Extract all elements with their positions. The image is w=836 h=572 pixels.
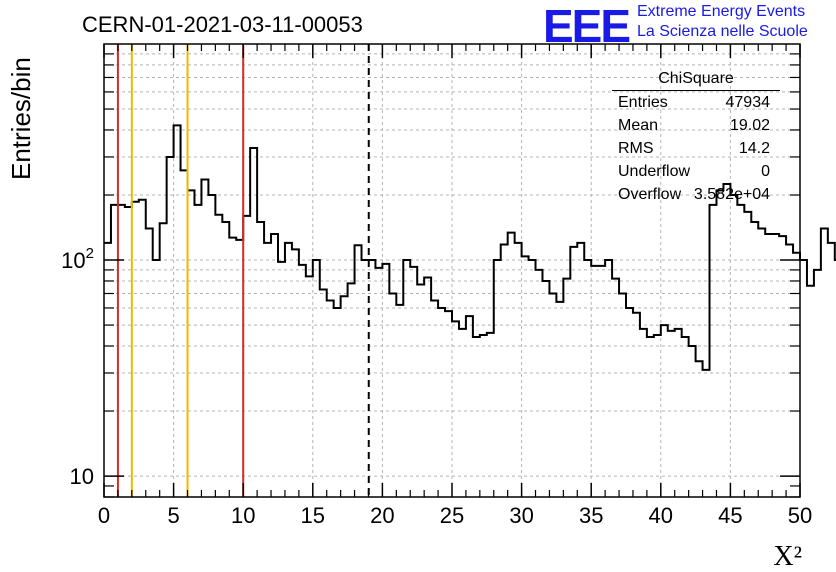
x-tick-label: 5 (167, 503, 179, 528)
stat-row-rms: RMS 14.2 (618, 140, 770, 160)
stats-divider (612, 90, 780, 91)
x-tick-label: 35 (579, 503, 603, 528)
stat-key: Overflow (618, 186, 682, 203)
eee-logo: EEE (543, 0, 631, 52)
stat-row-mean: Mean 19.02 (618, 117, 770, 137)
x-axis-label: X² (773, 541, 802, 572)
stat-key: Entries (618, 94, 668, 111)
logo-line-1: Extreme Energy Events (637, 3, 806, 20)
stats-box: ChiSquare Entries 47934 Mean 19.02 RMS 1… (612, 70, 780, 210)
x-tick-label: 10 (231, 503, 255, 528)
x-tick-label: 40 (649, 503, 673, 528)
y-axis-label: Entries/bin (6, 57, 36, 180)
y-tick-exponent: 2 (86, 245, 94, 262)
stat-row-entries: Entries 47934 (618, 94, 770, 114)
x-tick-label: 15 (301, 503, 325, 528)
chart-title: CERN-01-2021-03-11-00053 (82, 12, 363, 37)
y-tick-label: 10 (70, 464, 94, 489)
histogram-series (104, 124, 836, 371)
x-tick-label: 25 (440, 503, 464, 528)
stat-value: 19.02 (729, 117, 770, 134)
stat-row-overflow: Overflow 3.582e+04 (618, 186, 770, 206)
stat-key: RMS (618, 140, 654, 157)
logo-line-2: La Scienza nelle Scuole (637, 23, 808, 40)
stat-value: 3.582e+04 (693, 186, 770, 203)
stats-title: ChiSquare (658, 70, 734, 87)
stat-key: Mean (618, 117, 659, 134)
x-tick-label: 0 (98, 503, 110, 528)
stat-row-underflow: Underflow 0 (618, 163, 770, 183)
x-tick-label: 20 (370, 503, 394, 528)
stat-value: 0 (761, 163, 770, 180)
y-tick-label: 102 (61, 245, 94, 273)
x-tick-label: 50 (788, 503, 812, 528)
stat-value: 47934 (725, 94, 771, 111)
stat-key: Underflow (618, 163, 691, 180)
x-tick-label: 45 (718, 503, 742, 528)
x-tick-label: 30 (509, 503, 533, 528)
stat-value: 14.2 (738, 140, 770, 157)
